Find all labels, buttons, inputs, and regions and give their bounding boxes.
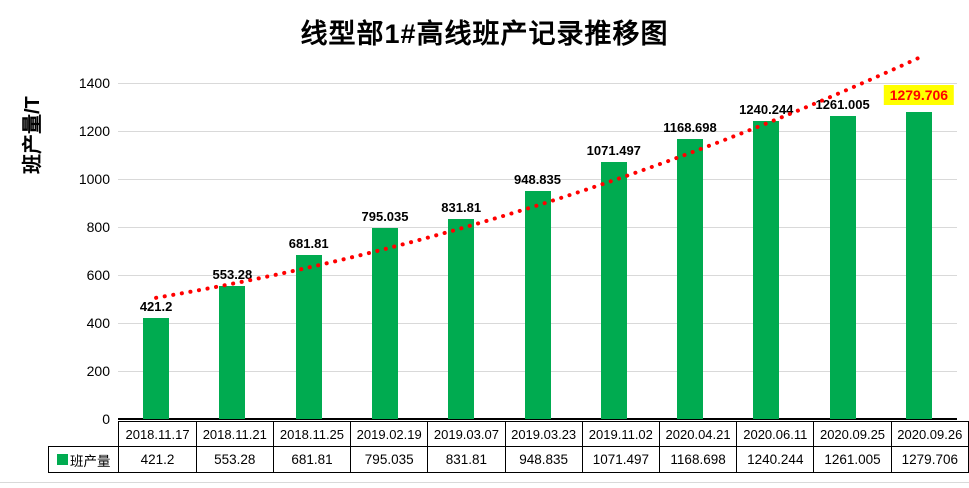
y-tick-label: 600 <box>86 267 110 283</box>
y-tick-label: 1400 <box>78 75 110 91</box>
value-cell: 1279.706 <box>890 446 969 473</box>
data-label: 553.28 <box>212 267 253 283</box>
value-cell: 948.835 <box>504 446 583 473</box>
data-label: 795.035 <box>361 209 409 225</box>
chart-bottom-border <box>0 482 969 483</box>
bar <box>600 161 627 419</box>
data-label: 1261.005 <box>815 97 870 113</box>
data-label: 1168.698 <box>663 119 717 135</box>
bar <box>448 219 475 419</box>
date-cell: 2020.06.11 <box>736 421 815 447</box>
date-cell: 2020.04.21 <box>658 421 738 447</box>
date-cell: 2018.11.21 <box>195 421 274 447</box>
date-cell: 2019.11.02 <box>581 421 660 447</box>
legend-cell: 班产量 <box>47 446 120 473</box>
date-cell: 2020.09.26 <box>890 421 969 447</box>
data-label: 831.81 <box>441 200 482 216</box>
value-cell: 795.035 <box>350 446 429 473</box>
table-spacer-cell <box>49 422 119 447</box>
y-tick-label: 1200 <box>78 123 110 139</box>
date-cell: 2019.02.19 <box>350 421 429 447</box>
date-cell: 2018.11.17 <box>118 421 197 447</box>
bar <box>753 121 780 419</box>
bar <box>372 228 398 419</box>
data-label: 1240.244 <box>739 102 794 118</box>
bar <box>143 317 170 419</box>
data-table: 2018.11.17 2018.11.21 2018.11.25 2019.02.19… <box>47 421 969 473</box>
bar <box>677 138 703 419</box>
x-axis-line <box>118 418 957 420</box>
date-cell: 2019.03.07 <box>427 421 506 447</box>
legend-label: 班产量 <box>69 453 111 469</box>
y-tick-label: 400 <box>86 315 110 331</box>
data-label: 948.835 <box>514 172 561 188</box>
value-cell: 421.2 <box>118 446 197 473</box>
value-cell: 1261.005 <box>813 446 892 473</box>
bar <box>905 111 932 419</box>
y-tick-label: 0 <box>102 411 110 427</box>
value-cell: 1168.698 <box>658 446 738 473</box>
data-label: 681.81 <box>288 236 329 252</box>
bar <box>295 255 322 419</box>
bar <box>829 116 856 419</box>
date-cell: 2018.11.25 <box>272 421 352 447</box>
bar <box>219 286 246 419</box>
bar <box>524 191 551 419</box>
legend-swatch-icon <box>56 454 68 465</box>
date-cell: 2020.09.25 <box>813 421 892 447</box>
y-tick-label: 800 <box>86 219 110 235</box>
gridline <box>118 82 957 84</box>
date-cell: 2019.03.23 <box>504 421 583 447</box>
value-cell: 831.81 <box>427 446 506 473</box>
value-cell: 1240.244 <box>736 446 815 473</box>
value-cell: 681.81 <box>272 446 352 473</box>
value-cell: 1071.497 <box>581 446 660 473</box>
value-cell: 553.28 <box>195 446 274 473</box>
data-label: 1071.497 <box>586 142 641 158</box>
y-tick-label: 1000 <box>78 171 110 187</box>
chart-title: 线型部1#高线班产记录推移图 <box>300 19 669 49</box>
y-tick-label: 200 <box>86 363 110 379</box>
data-label-highlighted: 1279.706 <box>883 84 955 105</box>
data-label: 421.2 <box>139 298 173 314</box>
